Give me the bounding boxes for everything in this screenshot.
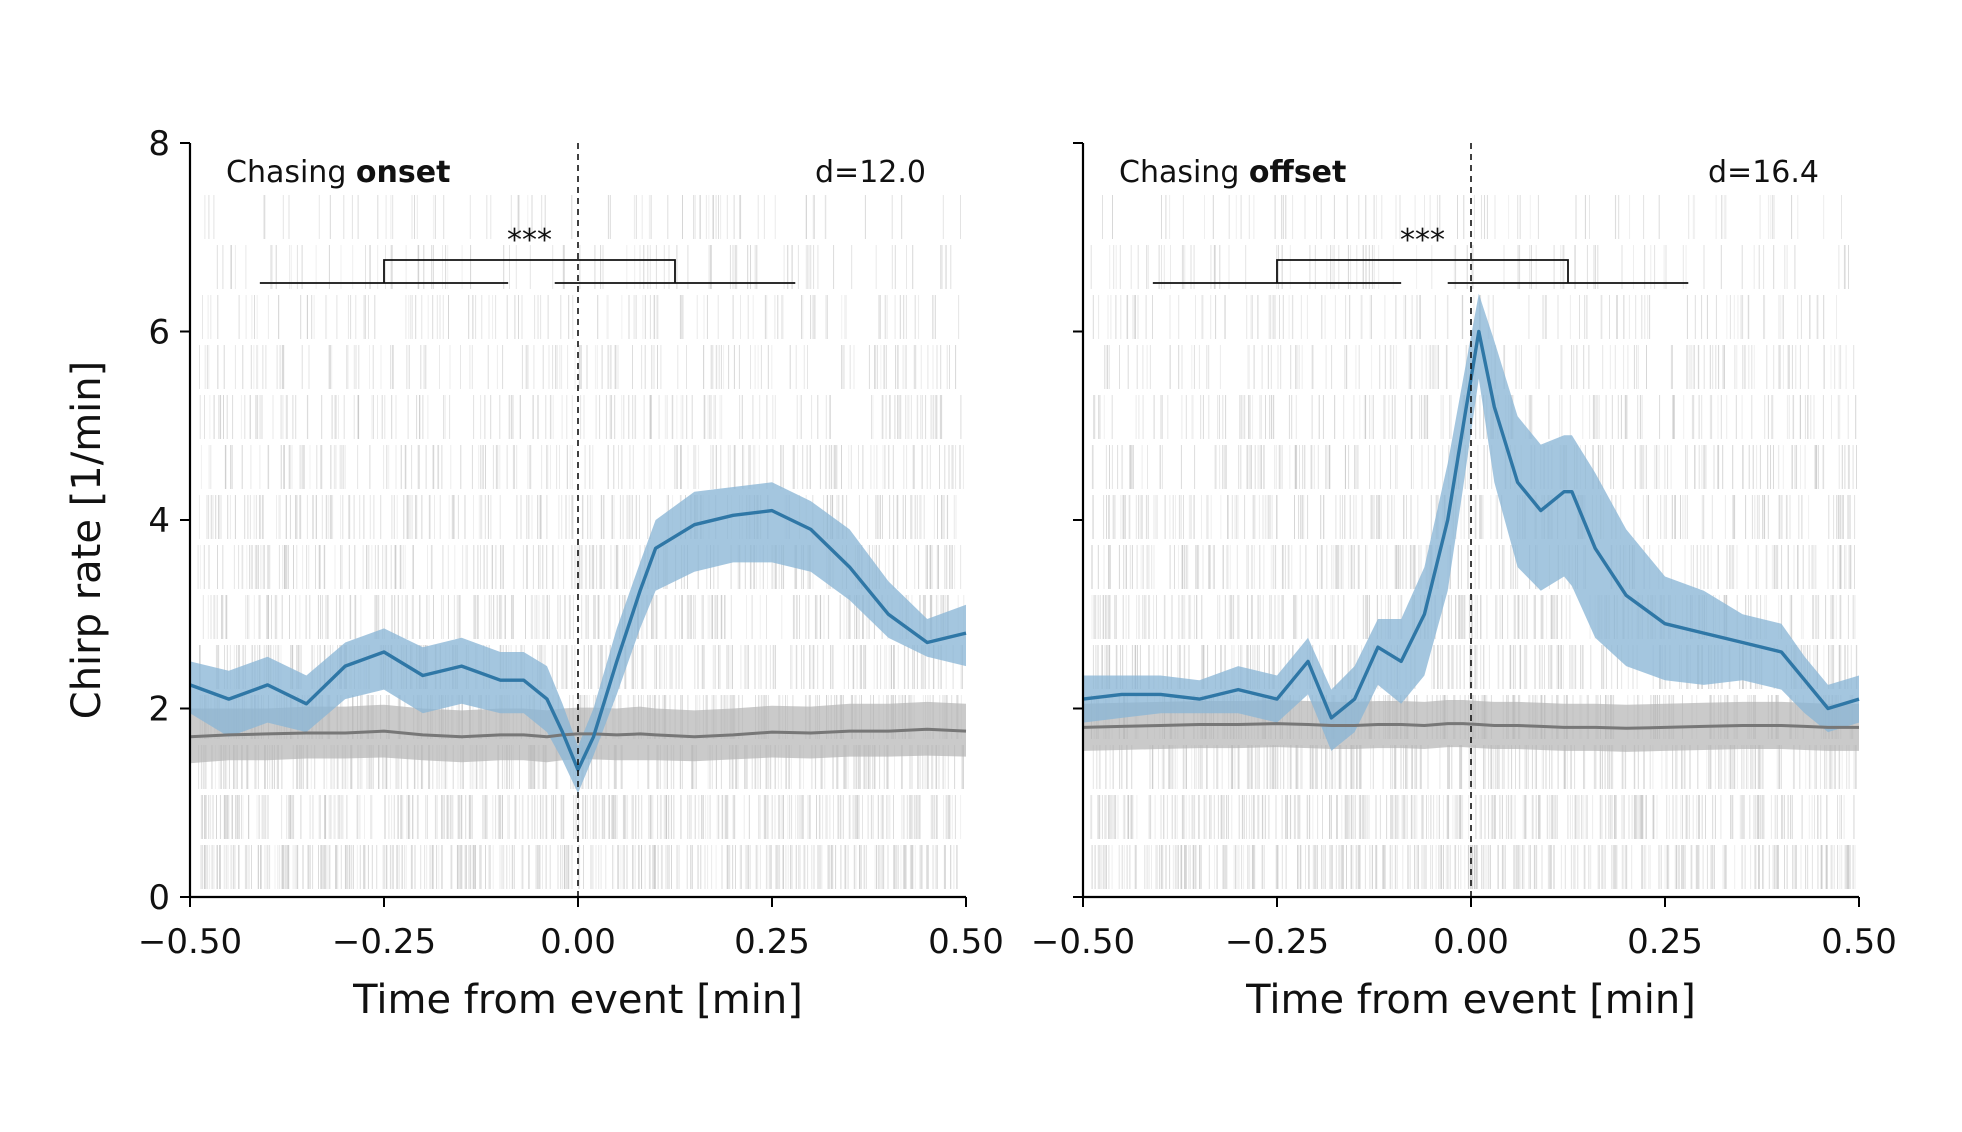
- onset-axes: 0 2 4 6 8 −0.50 −0.25 0.00 0.25 0.50: [138, 124, 1004, 962]
- y-tick-label: 8: [148, 124, 170, 164]
- chasing-onset-panel: *** Chasing onset d=12.0 0 2 4 6 8 −0.50 −0.25…: [64, 124, 1004, 1023]
- offset-raster: [1090, 195, 1858, 889]
- y-axis-label: Chirp rate [1/min]: [64, 361, 110, 719]
- onset-lines: [189, 508, 967, 772]
- comparison-connector: [383, 259, 676, 283]
- onset-x-axis-label: Time from event [min]: [352, 977, 803, 1023]
- y-tick-label: 4: [148, 501, 170, 541]
- y-tick-label: 0: [148, 878, 170, 918]
- onset-panel-title: Chasing onset: [226, 155, 450, 190]
- x-tick-label: 0.00: [540, 922, 616, 962]
- onset-significance-bracket: [259, 259, 796, 284]
- onset-significance-label: ***: [507, 223, 552, 258]
- x-tick-label: −0.50: [138, 922, 242, 962]
- chasing-offset-panel: *** Chasing offset d=16.4 −0.50 −0.25 0.00…: [1031, 142, 1897, 1023]
- event-confidence-band: [190, 482, 966, 794]
- y-tick-label: 2: [148, 690, 170, 730]
- event-mean-line: [189, 508, 967, 772]
- baseline-mean-line: [189, 727, 967, 739]
- x-tick-label: −0.25: [332, 922, 436, 962]
- x-tick-label: 0.50: [928, 922, 1004, 962]
- y-tick-label: 6: [148, 313, 170, 353]
- onset-d-value: d=12.0: [815, 155, 926, 190]
- x-tick-label: 0.25: [734, 922, 810, 962]
